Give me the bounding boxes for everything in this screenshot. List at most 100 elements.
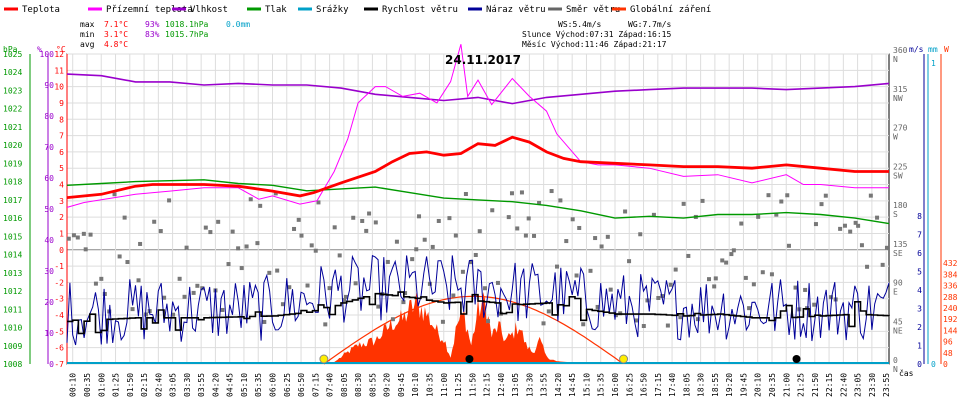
wind-direction-point xyxy=(495,280,500,285)
sun-marker xyxy=(319,354,329,364)
wind-direction-point xyxy=(93,281,98,286)
wind-direction-point xyxy=(460,269,465,274)
wind-direction-point xyxy=(373,220,378,225)
pct-tick-label: 50 xyxy=(44,205,54,214)
hpa-tick-label: 1025 xyxy=(3,50,22,59)
wind-direction-point xyxy=(523,233,528,238)
legend-label: Teplota xyxy=(22,5,60,15)
time-tick-label: 03:30 xyxy=(183,373,192,397)
dir-tick-value: 135 xyxy=(893,240,908,249)
wind-direction-point xyxy=(323,322,328,327)
hpa-tick-label: 1012 xyxy=(3,287,22,296)
moon-marker xyxy=(465,355,474,363)
stats-temp: 7.1°C xyxy=(104,20,128,29)
wind-direction-point xyxy=(564,239,569,244)
wind-direction-point xyxy=(195,283,200,288)
wind-direction-point xyxy=(641,324,646,329)
wind-direction-point xyxy=(574,273,579,278)
hpa-tick-label: 1015 xyxy=(3,232,22,241)
wind-direction-point xyxy=(130,307,135,312)
wind-direction-point xyxy=(660,294,665,299)
wind-direction-point xyxy=(477,229,482,234)
wind-direction-point xyxy=(673,267,678,272)
time-tick-label: 06:00 xyxy=(269,373,278,397)
stats-temp: 4.8°C xyxy=(104,40,128,49)
pct-tick-label: 70 xyxy=(44,143,54,152)
stats-moon: Měsíc Východ:11:46 Západ:21:17 xyxy=(522,40,667,49)
wind-direction-point xyxy=(83,247,88,252)
legend-label: Srážky xyxy=(316,5,349,15)
wind-direction-point xyxy=(686,253,691,258)
wind-direction-point xyxy=(112,192,117,197)
time-tick-label: 07:15 xyxy=(311,373,320,397)
legend-label: Přízemní teplota xyxy=(106,5,193,15)
wind-direction-point xyxy=(262,319,267,324)
wind-direction-point xyxy=(828,295,833,300)
wind-direction-point xyxy=(729,252,734,257)
sun-marker xyxy=(619,354,629,364)
pressure-line xyxy=(66,179,890,225)
wind-direction-point xyxy=(627,259,632,264)
w-tick-label: 336 xyxy=(943,282,958,291)
dir-tick-label: S xyxy=(893,210,898,219)
time-tick-label: 11:50 xyxy=(468,373,477,397)
dir-tick-value: 90 xyxy=(893,279,903,288)
wind-direction-point xyxy=(473,252,478,257)
time-tick-label: 08:55 xyxy=(368,373,377,397)
wind-direction-point xyxy=(532,233,537,238)
wind-direction-point xyxy=(743,275,748,280)
w-tick-label: 0 xyxy=(943,360,948,369)
w-tick-label: 144 xyxy=(943,326,958,335)
c-tick-label: 8 xyxy=(59,115,64,124)
pct-tick-label: 20 xyxy=(44,298,54,307)
wind-direction-point xyxy=(463,192,468,197)
wind-direction-point xyxy=(280,302,285,307)
wind-direction-point xyxy=(117,254,122,259)
time-tick-label: 14:45 xyxy=(568,373,577,397)
ms-tick-label: 3 xyxy=(917,305,922,314)
dir-tick-value: 360 xyxy=(893,46,908,55)
hpa-tick-label: 1014 xyxy=(3,251,22,260)
wind-direction-point xyxy=(558,198,563,203)
time-tick-label: 09:20 xyxy=(383,373,392,397)
wind-direction-point xyxy=(167,198,172,203)
mm-tick-label: 1 xyxy=(931,59,936,68)
wind-direction-point xyxy=(868,193,873,198)
ms-tick-label: 2 xyxy=(917,323,922,332)
wind-direction-point xyxy=(367,211,372,216)
time-tick-label: 12:15 xyxy=(483,373,492,397)
wind-direction-point xyxy=(236,246,241,251)
time-tick-label: 17:40 xyxy=(668,373,677,397)
wind-direction-point xyxy=(605,234,610,239)
hpa-tick-label: 1019 xyxy=(3,159,22,168)
wind-direction-point xyxy=(275,268,280,273)
time-tick-label: 20:35 xyxy=(768,373,777,397)
wind-direction-point xyxy=(838,226,843,231)
c-tick-label: 5 xyxy=(59,164,64,173)
time-tick-label: 10:10 xyxy=(411,373,420,397)
wind-direction-point xyxy=(823,193,828,198)
c-tick-label: -5 xyxy=(54,327,64,336)
wind-direction-point xyxy=(638,232,643,237)
wind-direction-point xyxy=(401,300,406,305)
wind-direction-point xyxy=(700,198,705,203)
dir-tick-value: 225 xyxy=(893,162,908,171)
c-tick-label: -7 xyxy=(54,360,64,369)
wind-direction-point xyxy=(162,295,167,300)
c-axis-title: °C xyxy=(56,45,66,54)
wind-direction-point xyxy=(880,262,885,267)
wind-direction-point xyxy=(440,319,445,324)
time-tick-label: 17:15 xyxy=(654,373,663,397)
time-tick-label: 16:00 xyxy=(611,373,620,397)
time-tick-label: 21:50 xyxy=(811,373,820,397)
time-tick-label: 22:15 xyxy=(825,373,834,397)
time-tick-label: 23:05 xyxy=(854,373,863,397)
wind-direction-point xyxy=(812,302,817,307)
c-tick-label: 7 xyxy=(59,132,64,141)
wind-direction-point xyxy=(577,225,582,230)
wind-direction-point xyxy=(136,278,141,283)
c-tick-label: 1 xyxy=(59,229,64,238)
wind-direction-point xyxy=(208,230,213,235)
wind-direction-point xyxy=(364,228,369,233)
